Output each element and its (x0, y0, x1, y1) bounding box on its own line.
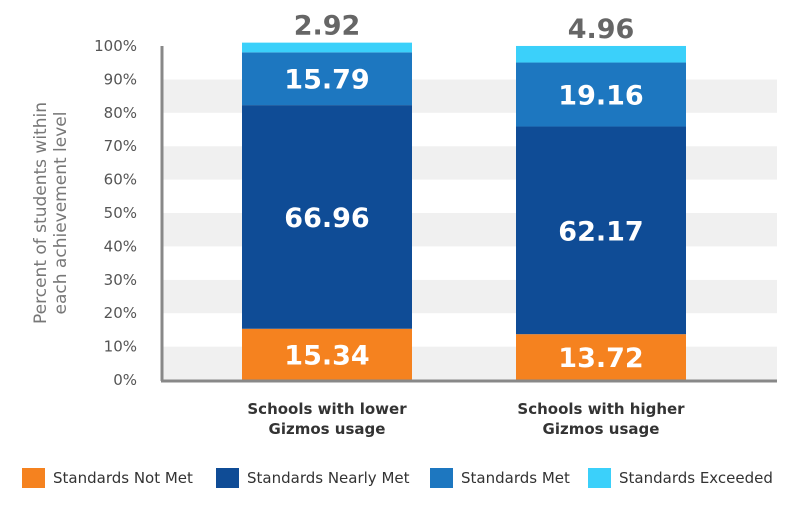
data-label: 15.34 (284, 340, 369, 371)
data-label: 13.72 (558, 343, 643, 374)
bar-segment (516, 126, 686, 335)
legend-label: Standards Nearly Met (247, 469, 410, 487)
y-tick-label: 70% (104, 137, 137, 155)
category-label: Schools with higher Gizmos usage (517, 400, 685, 438)
y-tick-label: 60% (104, 171, 137, 189)
bar-segment (516, 45, 686, 63)
bar-segment (242, 52, 412, 106)
data-label: 19.16 (558, 81, 643, 112)
legend-label: Standards Met (461, 469, 570, 487)
y-tick-label: 100% (94, 37, 137, 55)
data-label: 2.92 (294, 11, 361, 42)
data-label: 4.96 (568, 14, 635, 45)
legend-label: Standards Not Met (53, 469, 193, 487)
y-axis-title: Percent of students withineach achieveme… (31, 102, 71, 324)
y-tick-label: 20% (104, 304, 137, 322)
y-tick-label: 80% (104, 104, 137, 122)
data-label: 66.96 (284, 203, 369, 234)
y-tick-label: 40% (104, 237, 137, 255)
bar-segment (516, 62, 686, 127)
y-tick-label: 50% (104, 204, 137, 222)
legend-swatch (430, 468, 453, 488)
bar-segment (242, 42, 412, 53)
y-tick-label: 30% (104, 271, 137, 289)
data-label: 15.79 (284, 65, 369, 96)
y-tick-label: 90% (104, 70, 137, 88)
category-label: Schools with lower Gizmos usage (247, 400, 407, 438)
bar-segment (242, 105, 412, 329)
y-tick-label: 10% (104, 338, 137, 356)
bar-segment (516, 334, 686, 380)
y-tick-label: 0% (113, 371, 137, 389)
legend-swatch (22, 468, 45, 488)
legend-label: Standards Exceeded (619, 469, 773, 487)
legend-swatch (588, 468, 611, 488)
bar-segment (242, 328, 412, 380)
legend-swatch (216, 468, 239, 488)
data-label: 62.17 (558, 216, 643, 247)
